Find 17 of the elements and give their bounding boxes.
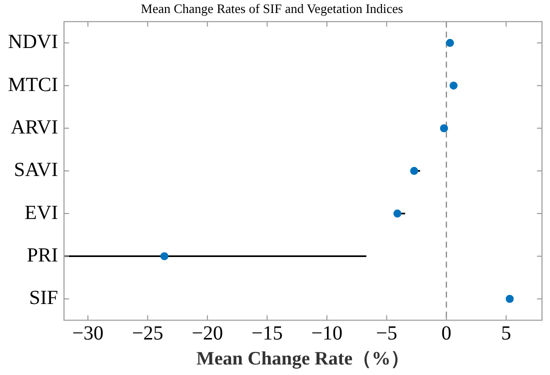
y-tick-label: NDVI [8, 31, 58, 54]
y-tick-label: PRI [26, 244, 58, 266]
y-tick-label: SAVI [14, 159, 58, 182]
x-tick-label: −25 [132, 322, 164, 344]
x-axis-title: Mean Change Rate（%） [196, 348, 410, 370]
x-tick-label: 5 [501, 322, 512, 344]
x-tick-label: −5 [376, 322, 398, 344]
y-tick-label: MTCI [8, 74, 58, 96]
chart-title: Mean Change Rates of SIF and Vegetation Indices [140, 1, 404, 16]
x-tick-label: −30 [72, 322, 104, 344]
x-tick-label: −10 [311, 322, 343, 344]
x-tick-label: −20 [192, 322, 224, 344]
x-tick-label: −15 [252, 322, 283, 344]
y-tick-label: ARVI [10, 116, 58, 138]
y-tick-label: SIF [29, 287, 58, 310]
y-tick-label: EVI [24, 202, 58, 224]
x-tick-label: 0 [441, 322, 452, 344]
